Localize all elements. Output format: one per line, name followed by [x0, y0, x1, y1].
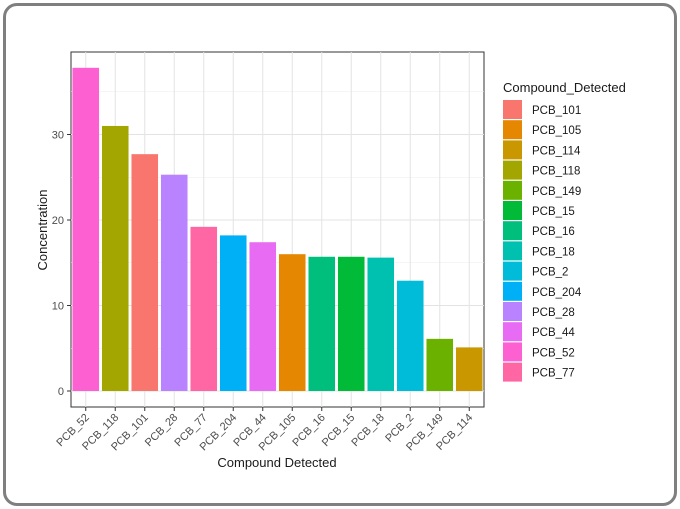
legend-key	[503, 302, 522, 321]
legend-key	[503, 322, 522, 342]
legend: PCB_101 PCB_105 PCB_114 PCB_118 PCB_149 PCB_1…	[503, 100, 582, 382]
legend-key	[503, 100, 522, 119]
bar-pcb-114	[455, 347, 483, 391]
legend-label: PCB_18	[532, 246, 575, 258]
legend-label: PCB_28	[532, 307, 575, 319]
x-tick-label: PCB_18	[349, 412, 386, 449]
legend-key	[503, 221, 522, 241]
legend-label: PCB_44	[532, 327, 575, 339]
legend-key	[503, 281, 522, 301]
legend-key	[503, 261, 522, 281]
legend-label: PCB_16	[532, 226, 575, 238]
legend-label: PCB_52	[532, 347, 575, 359]
x-axis: PCB_52PCB_118PCB_101PCB_28PCB_77PCB_204P…	[54, 407, 475, 453]
legend-label: PCB_114	[532, 145, 581, 157]
bar-pcb-18	[367, 257, 395, 391]
bar-pcb-28	[160, 174, 188, 391]
bar-pcb-2	[396, 280, 424, 391]
y-axis-title: Concentration	[35, 190, 50, 271]
bar-pcb-118	[101, 125, 129, 391]
y-tick-label: 30	[52, 130, 64, 142]
legend-label: PCB_149	[532, 186, 581, 198]
bar-pcb-52	[72, 67, 100, 391]
legend-label: PCB_77	[532, 368, 575, 380]
bar-pcb-149	[426, 338, 454, 391]
legend-key	[503, 180, 522, 200]
legend-key	[503, 120, 522, 140]
legend-key	[503, 201, 522, 220]
legend-key	[503, 342, 522, 362]
legend-key	[503, 140, 522, 160]
y-tick-label: 20	[52, 215, 64, 227]
y-axis: 0 10 20 30	[52, 130, 71, 398]
legend-key	[503, 241, 522, 261]
legend-key	[503, 160, 522, 180]
bar-pcb-105	[278, 254, 306, 391]
bar-pcb-101	[131, 154, 159, 391]
bars	[72, 67, 483, 391]
legend-label: PCB_2	[532, 267, 568, 279]
legend-label: PCB_101	[532, 105, 581, 117]
x-axis-title: Compound Detected	[217, 455, 336, 470]
legend-label: PCB_105	[532, 125, 581, 137]
bar-pcb-44	[249, 242, 277, 391]
bar-pcb-204	[219, 235, 247, 391]
bar-pcb-15	[337, 256, 365, 391]
legend-title: Compound_Detected	[503, 80, 626, 95]
legend-key	[503, 362, 522, 382]
bar-pcb-77	[190, 226, 218, 391]
legend-label: PCB_118	[532, 166, 580, 178]
y-tick-label: 0	[58, 386, 64, 398]
legend-label: PCB_204	[532, 287, 582, 299]
y-tick-label: 10	[52, 301, 64, 313]
bar-pcb-16	[308, 256, 336, 391]
legend-label: PCB_15	[532, 206, 575, 218]
